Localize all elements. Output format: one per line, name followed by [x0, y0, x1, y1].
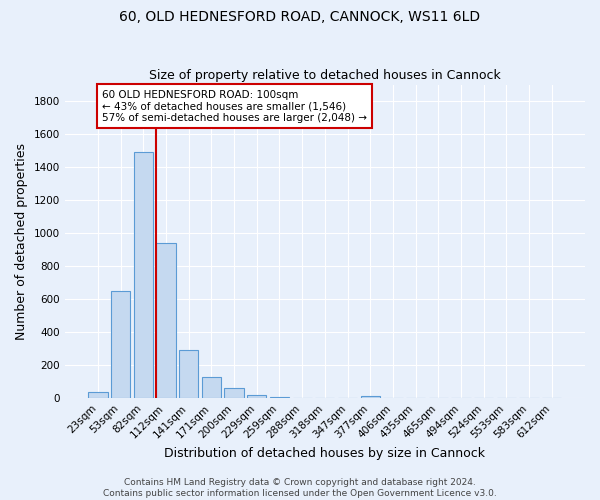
Text: 60 OLD HEDNESFORD ROAD: 100sqm
← 43% of detached houses are smaller (1,546)
57% : 60 OLD HEDNESFORD ROAD: 100sqm ← 43% of …: [102, 90, 367, 122]
Bar: [88, 392, 107, 398]
Bar: [111, 291, 130, 399]
Bar: [361, 396, 380, 398]
Bar: [247, 394, 266, 398]
Y-axis label: Number of detached properties: Number of detached properties: [15, 143, 28, 340]
Bar: [157, 243, 176, 398]
Title: Size of property relative to detached houses in Cannock: Size of property relative to detached ho…: [149, 69, 501, 82]
Bar: [224, 388, 244, 398]
Bar: [270, 396, 289, 398]
Text: 60, OLD HEDNESFORD ROAD, CANNOCK, WS11 6LD: 60, OLD HEDNESFORD ROAD, CANNOCK, WS11 6…: [119, 10, 481, 24]
Bar: [202, 377, 221, 398]
Text: Contains HM Land Registry data © Crown copyright and database right 2024.
Contai: Contains HM Land Registry data © Crown c…: [103, 478, 497, 498]
X-axis label: Distribution of detached houses by size in Cannock: Distribution of detached houses by size …: [164, 447, 485, 460]
Bar: [179, 350, 199, 399]
Bar: [134, 152, 153, 398]
